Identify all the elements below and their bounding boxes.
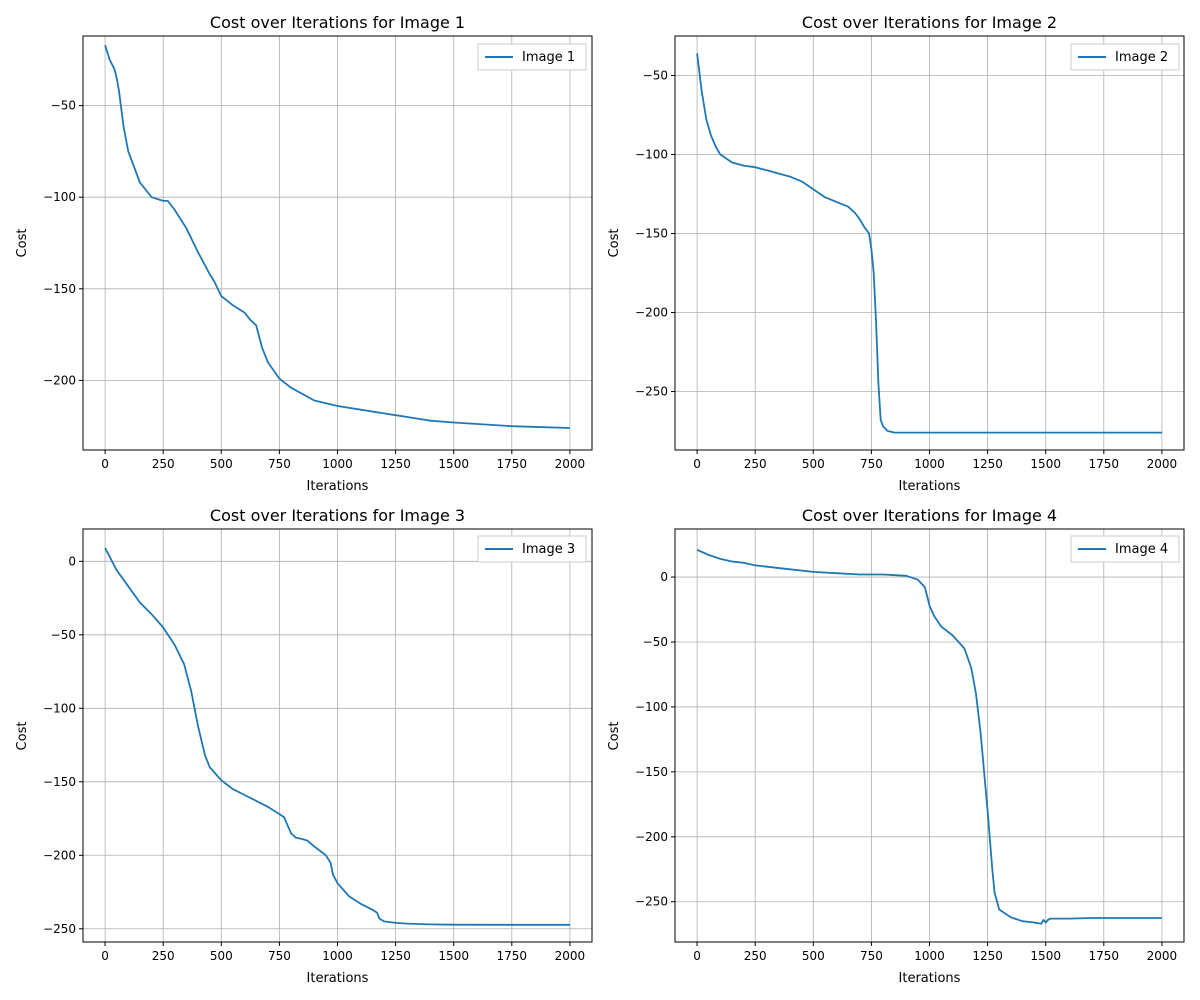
subplot-4-ytick-label-1: −50 (643, 635, 668, 649)
subplot-3-ytick-label-5: −250 (43, 922, 76, 936)
subplot-2-xtick-label-0: 0 (693, 457, 701, 471)
subplot-2-xtick-label-8: 2000 (1147, 457, 1178, 471)
subplot-1-legend-label: Image 1 (522, 50, 575, 65)
subplot-3-ytick-label-3: −150 (43, 775, 76, 789)
subplot-1-ytick-label-1: −100 (43, 190, 76, 204)
subplot-3-xtick-label-3: 750 (268, 949, 291, 963)
subplot-3-xlabel: Iterations (307, 971, 369, 986)
subplot-2-legend: Image 2 (1070, 43, 1180, 71)
subplot-2-legend-label: Image 2 (1115, 50, 1168, 65)
subplot-2-xtick-label-3: 750 (860, 457, 883, 471)
subplot-3-title: Cost over Iterations for Image 3 (210, 506, 465, 525)
subplot-2-xtick-label-2: 500 (802, 457, 825, 471)
subplot-3-series-line (104, 547, 570, 926)
subplot-3-ytick-label-4: −200 (43, 848, 76, 862)
subplot-1-legend: Image 1 (477, 43, 587, 71)
subplot-1-ytick-label-0: −50 (51, 99, 76, 113)
subplot-1: Cost over Iterations for Image 1 Iterati… (15, 13, 593, 494)
subplot-3-xtick-label-4: 1000 (322, 949, 353, 963)
subplot-2: Cost over Iterations for Image 2 Iterati… (607, 13, 1185, 494)
subplot-1-series-line (104, 44, 570, 429)
subplot-1-xtick-label-8: 2000 (555, 457, 586, 471)
subplot-4-xtick-label-1: 250 (744, 949, 767, 963)
subplot-1-xtick-label-0: 0 (101, 457, 109, 471)
subplot-4-legend-label: Image 4 (1115, 542, 1168, 557)
subplot-4-legend: Image 4 (1070, 535, 1180, 563)
subplot-1-ytick-label-3: −200 (43, 373, 76, 387)
subplot-4-xtick-label-6: 1500 (1030, 949, 1061, 963)
subplot-4-xtick-label-4: 1000 (914, 949, 945, 963)
subplot-2-xtick-label-5: 1250 (972, 457, 1003, 471)
subplot-3-ytick-label-1: −50 (51, 628, 76, 642)
subplot-4-ylabel: Cost (607, 722, 622, 751)
subplot-4-xtick-label-2: 500 (802, 949, 825, 963)
subplot-1-xtick-label-6: 1500 (438, 457, 469, 471)
subplot-3-xtick-label-5: 1250 (380, 949, 411, 963)
subplot-3-xtick-label-1: 250 (152, 949, 175, 963)
subplot-2-axes: 0 250 500 750 1000 1250 1500 1750 2000 −50 −100 −15… (635, 35, 1185, 471)
subplot-2-ytick-label-1: −100 (635, 148, 668, 162)
subplot-4-ytick-label-2: −100 (635, 700, 668, 714)
subplot-4-axes: 0 250 500 750 1000 1250 1500 1750 2000 0 −50 −100 −1… (635, 528, 1185, 963)
subplot-4-ytick-label-0: 0 (660, 570, 668, 584)
subplot-4-xlabel: Iterations (899, 971, 961, 986)
subplot-4-ytick-label-4: −200 (635, 830, 668, 844)
subplot-3-xtick-label-0: 0 (101, 949, 109, 963)
subplot-1-xlabel: Iterations (307, 479, 369, 494)
subplot-3-xtick-label-6: 1500 (438, 949, 469, 963)
subplot-2-ylabel: Cost (607, 229, 622, 258)
subplot-1-ylabel: Cost (15, 229, 30, 258)
subplot-2-ytick-label-3: −200 (635, 306, 668, 320)
subplot-1-xtick-label-4: 1000 (322, 457, 353, 471)
subplot-3-legend: Image 3 (477, 535, 587, 563)
subplot-3-axes: 0 250 500 750 1000 1250 1500 1750 2000 0 −50 −100 −1… (43, 528, 593, 963)
subplot-4-ytick-label-3: −150 (635, 765, 668, 779)
subplot-2-ytick-label-0: −50 (643, 69, 668, 83)
subplot-1-xtick-label-5: 1250 (380, 457, 411, 471)
subplot-3: Cost over Iterations for Image 3 Iterati… (15, 506, 593, 986)
subplot-1-xtick-label-2: 500 (210, 457, 233, 471)
subplot-1-xtick-label-1: 250 (152, 457, 175, 471)
subplot-2-xtick-label-7: 1750 (1089, 457, 1120, 471)
subplot-3-ylabel: Cost (15, 722, 30, 751)
subplot-2-title: Cost over Iterations for Image 2 (802, 13, 1057, 32)
subplot-4-xtick-label-8: 2000 (1147, 949, 1178, 963)
subplot-2-ytick-label-4: −250 (635, 385, 668, 399)
subplot-2-ytick-label-2: −150 (635, 227, 668, 241)
subplot-4-title: Cost over Iterations for Image 4 (802, 506, 1057, 525)
subplot-2-xlabel: Iterations (899, 479, 961, 494)
subplot-1-ytick-label-2: −150 (43, 282, 76, 296)
subplot-3-xtick-label-7: 1750 (497, 949, 528, 963)
subplot-4-xtick-label-3: 750 (860, 949, 883, 963)
subplot-3-xtick-label-8: 2000 (555, 949, 586, 963)
subplot-4-xtick-label-0: 0 (693, 949, 701, 963)
subplot-3-xtick-label-2: 500 (210, 949, 233, 963)
subplot-2-xtick-label-6: 1500 (1030, 457, 1061, 471)
subplot-4-xtick-label-5: 1250 (972, 949, 1003, 963)
subplot-3-legend-label: Image 3 (522, 542, 575, 557)
subplot-3-ytick-label-2: −100 (43, 701, 76, 715)
subplot-4: Cost over Iterations for Image 4 Iterati… (607, 506, 1185, 986)
subplot-4-xtick-label-7: 1750 (1089, 949, 1120, 963)
subplot-4-ytick-label-5: −250 (635, 895, 668, 909)
subplot-1-xtick-label-7: 1750 (497, 457, 528, 471)
subplot-1-title: Cost over Iterations for Image 1 (210, 13, 465, 32)
subplot-2-series-line (696, 53, 1162, 434)
subplot-1-axes: 0 250 500 750 1000 1250 1500 1750 2000 −50 −100 −15… (43, 35, 593, 471)
subplot-3-ytick-label-0: 0 (68, 554, 76, 568)
subplot-4-series-line (696, 548, 1162, 925)
subplot-1-xtick-label-3: 750 (268, 457, 291, 471)
subplot-2-xtick-label-4: 1000 (914, 457, 945, 471)
subplot-2-xtick-label-1: 250 (744, 457, 767, 471)
